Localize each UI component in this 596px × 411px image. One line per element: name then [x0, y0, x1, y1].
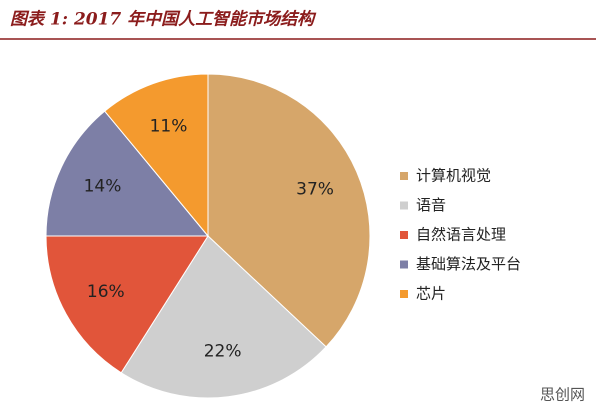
- pie-slice: [207, 73, 371, 348]
- legend-label: 自然语言处理: [416, 226, 506, 244]
- watermark: 思创网: [540, 386, 585, 404]
- slice-label: 14%: [84, 176, 122, 196]
- legend-swatch: [400, 231, 408, 239]
- legend-label: 基础算法及平台: [416, 255, 521, 273]
- legend-label: 语音: [416, 196, 446, 214]
- pie-slice: [45, 235, 209, 374]
- slice-label: 11%: [150, 116, 188, 136]
- slice-label: 37%: [296, 180, 334, 200]
- legend-swatch: [400, 260, 408, 269]
- chart-title: 图表 1: 2017 年中国人工智能市场结构: [10, 10, 317, 30]
- legend-swatch: [400, 172, 408, 180]
- slice-label: 22%: [204, 342, 242, 362]
- slice-label: 16%: [87, 282, 125, 302]
- legend-swatch: [400, 201, 408, 210]
- legend-label: 计算机视觉: [416, 167, 491, 185]
- pie-slice: [45, 110, 210, 237]
- pie-slice: [104, 73, 209, 238]
- legend-label: 芯片: [416, 285, 446, 303]
- pie-slice: [120, 235, 327, 399]
- legend-swatch: [400, 290, 408, 298]
